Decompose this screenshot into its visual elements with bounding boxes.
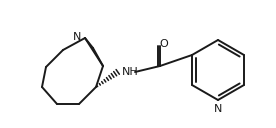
Text: NH: NH <box>122 67 139 77</box>
Text: O: O <box>160 39 168 49</box>
Text: N: N <box>73 32 81 42</box>
Text: N: N <box>214 104 222 114</box>
